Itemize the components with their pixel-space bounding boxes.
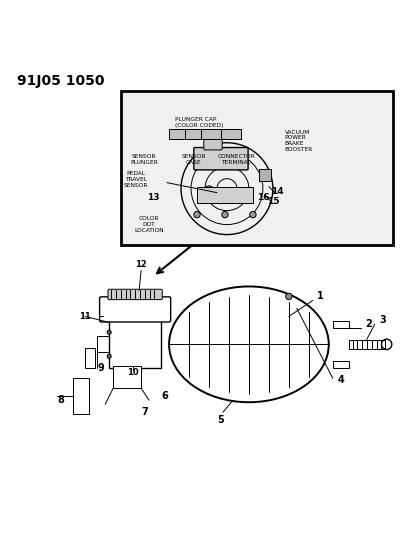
FancyBboxPatch shape <box>108 289 162 300</box>
Circle shape <box>107 354 111 358</box>
Text: 91J05 1050: 91J05 1050 <box>17 74 105 88</box>
Text: 10: 10 <box>127 368 139 377</box>
Text: PLUNGER CAP
(COLOR CODED): PLUNGER CAP (COLOR CODED) <box>174 117 223 127</box>
Bar <box>332 361 348 367</box>
Text: 12: 12 <box>135 260 147 269</box>
Bar <box>85 349 95 368</box>
Text: 13: 13 <box>146 193 159 203</box>
Bar <box>109 320 161 368</box>
Circle shape <box>193 212 200 218</box>
Circle shape <box>107 330 111 334</box>
Bar <box>332 321 348 328</box>
Bar <box>348 340 384 349</box>
Text: 15: 15 <box>267 197 279 206</box>
Bar <box>258 168 270 181</box>
Bar <box>121 91 392 245</box>
Circle shape <box>204 186 213 196</box>
Text: 16: 16 <box>256 193 268 203</box>
Bar <box>113 366 141 388</box>
Text: 6: 6 <box>161 391 168 401</box>
Circle shape <box>221 212 228 218</box>
Text: CONNECTOR
TERMINAL: CONNECTOR TERMINAL <box>217 154 255 165</box>
Bar <box>169 129 240 139</box>
Text: 3: 3 <box>378 316 385 325</box>
Text: 4: 4 <box>336 375 343 385</box>
FancyBboxPatch shape <box>203 138 222 150</box>
Text: COLOR
DOT
LOCATION: COLOR DOT LOCATION <box>134 216 164 233</box>
FancyBboxPatch shape <box>99 297 170 322</box>
Bar <box>73 378 89 414</box>
FancyBboxPatch shape <box>193 148 247 170</box>
Text: 9: 9 <box>97 364 104 373</box>
Text: 11: 11 <box>79 312 91 321</box>
Text: 1: 1 <box>317 292 323 302</box>
Text: 8: 8 <box>58 395 65 405</box>
Circle shape <box>249 212 255 218</box>
Circle shape <box>285 293 291 300</box>
Bar <box>196 187 252 203</box>
Text: 2: 2 <box>365 319 371 329</box>
Text: 7: 7 <box>142 407 148 417</box>
Text: 5: 5 <box>217 415 224 425</box>
Text: 14: 14 <box>270 187 282 196</box>
Text: VACUUM
POWER
BRAKE
BOOSTER: VACUUM POWER BRAKE BOOSTER <box>284 130 312 152</box>
Text: PEDAL
TRAVEL
SENSOR: PEDAL TRAVEL SENSOR <box>124 171 148 188</box>
Text: SENSOR
CASE: SENSOR CASE <box>181 154 206 165</box>
Text: SENSOR
PLUNGER: SENSOR PLUNGER <box>130 154 158 165</box>
